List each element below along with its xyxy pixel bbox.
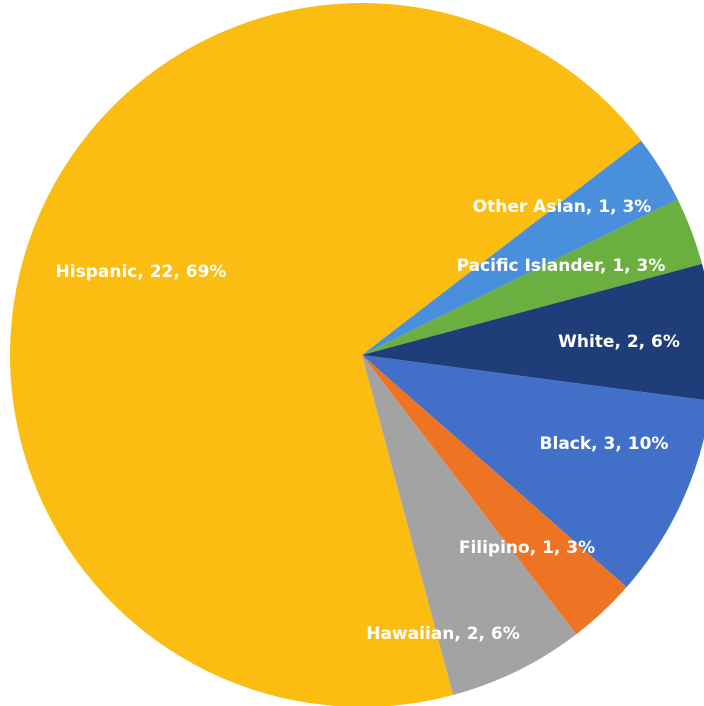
pie-slice [362,355,627,635]
pie-slice [362,355,577,696]
data-label: Black, 3, 10% [540,434,669,454]
pie-slice [10,3,642,706]
data-label: Pacific Islander, 1, 3% [457,256,666,276]
pie-slice [362,140,678,355]
pie-slice [362,263,704,401]
pie-slice [362,355,704,588]
data-label: Hawaiian, 2, 6% [366,624,520,644]
data-label: Other Asian, 1, 3% [473,197,652,217]
data-label: White, 2, 6% [558,332,680,352]
data-label: Filipino, 1, 3% [459,538,595,558]
data-label: Hispanic, 22, 69% [56,262,227,282]
pie-slice [362,199,703,355]
